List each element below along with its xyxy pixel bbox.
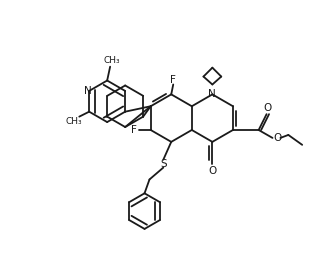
Text: O: O	[264, 103, 272, 113]
Text: N: N	[84, 86, 92, 96]
Text: N: N	[209, 89, 216, 99]
Text: O: O	[208, 166, 217, 175]
Text: F: F	[170, 75, 176, 85]
Text: S: S	[160, 159, 167, 169]
Text: O: O	[273, 133, 281, 143]
Text: F: F	[131, 125, 137, 135]
Text: CH₃: CH₃	[65, 117, 82, 126]
Text: CH₃: CH₃	[104, 56, 121, 65]
